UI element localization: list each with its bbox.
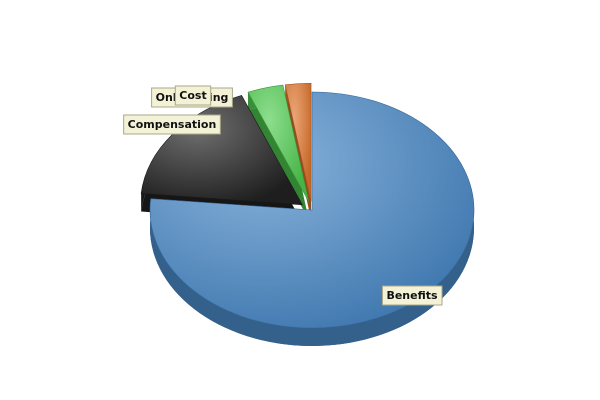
pie-label-text-compensation: Compensation [128,118,217,131]
pie-slice-cost[interactable] [284,82,312,202]
pie-label-box-compensation [123,114,221,135]
pie-label-box-cost [174,85,212,106]
pie-label-box-benefits [381,285,443,306]
pie-slice-onboarding[interactable] [247,84,310,202]
pie-label-text-benefits: Benefits [386,289,438,302]
pie-label-text-cost: Cost [179,89,206,102]
pie-label-compensation: Compensation [123,114,221,135]
pie-label-cost: Cost [174,85,212,106]
pie-label-benefits: Benefits [381,285,443,306]
pie-labels-layer: BenefitsOnboardingCompensationCost [123,85,443,306]
